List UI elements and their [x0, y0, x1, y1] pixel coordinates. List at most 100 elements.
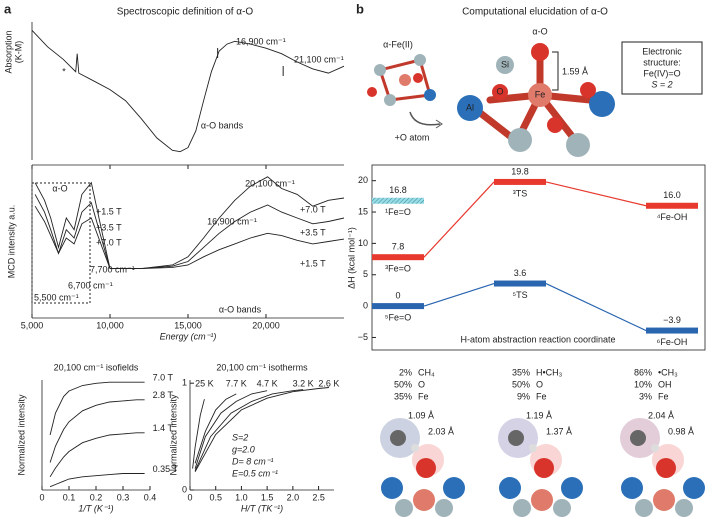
atom-label: O	[496, 86, 503, 96]
annotation: 16,900 cm⁻¹	[236, 36, 286, 46]
annotation: 7,700 cm⁻¹	[90, 264, 135, 274]
data-line	[34, 205, 345, 270]
y-axis-label: Normalized intensity	[16, 394, 26, 476]
percent: 50%	[394, 379, 412, 389]
percent: 9%	[517, 391, 530, 401]
annotation: 5,500 cm⁻¹	[34, 292, 79, 302]
atom	[513, 499, 531, 517]
data-line	[194, 393, 237, 464]
panel-title: Computational elucidation of α-O	[462, 7, 608, 18]
series-label: 25 K	[195, 378, 214, 388]
series-label: +3.5 T	[300, 227, 326, 237]
y-tick-label: 10	[358, 238, 368, 248]
distance: 1.19 Å	[526, 410, 552, 420]
atom	[443, 477, 465, 499]
y-tick-label: 15	[358, 206, 368, 216]
distance: 1.09 Å	[408, 410, 434, 420]
atom	[635, 499, 653, 517]
percent: 3%	[639, 391, 652, 401]
data-line	[49, 432, 145, 478]
y-axis-label: Absorption	[3, 30, 13, 73]
atom-label: Al	[466, 102, 474, 112]
species: Fe	[536, 391, 547, 401]
y-tick-label: 1	[182, 378, 187, 388]
state-label: ⁵Fe=O	[385, 312, 412, 322]
percent: 10%	[634, 379, 652, 389]
species: CH₄	[418, 367, 435, 377]
atom	[529, 444, 537, 452]
value-label: −3.9	[663, 315, 681, 325]
series-label: 7.0 T	[153, 373, 174, 383]
distance: 2.03 Å	[428, 426, 454, 436]
energy-level	[372, 254, 424, 261]
atom	[395, 499, 413, 517]
atom	[435, 499, 453, 517]
state-label: ³TS	[513, 188, 528, 198]
structure-illustration	[367, 41, 703, 157]
value-label: 0	[395, 290, 400, 300]
atom	[675, 499, 693, 517]
state-label: ⁴Fe-OH	[657, 212, 688, 222]
atom-label: Si	[501, 59, 509, 69]
box-text: structure:	[643, 57, 681, 67]
x-axis-label: H/T (TK⁻¹)	[241, 503, 283, 513]
x-tick-label: 0.5	[209, 492, 222, 502]
energy-level	[494, 280, 546, 287]
series-label: 2.8 T	[153, 390, 174, 400]
atom	[553, 499, 571, 517]
connector	[545, 181, 647, 207]
x-tick-label: 1.0	[235, 492, 248, 502]
atom	[561, 477, 583, 499]
atom	[653, 489, 675, 511]
y-axis-label: ΔH (kcal mol⁻¹)	[346, 227, 356, 289]
annotation: S=2	[232, 432, 248, 442]
value-label: 19.8	[511, 166, 529, 176]
x-axis-label: 1/T (K⁻¹)	[78, 503, 113, 513]
box-text: Electronic	[642, 46, 682, 56]
annotation: α-O	[52, 183, 67, 193]
panel-title: Spectroscopic definition of α-O	[117, 7, 254, 18]
annotation: α-O bands	[219, 304, 262, 314]
species: O	[418, 379, 425, 389]
species: Fe	[658, 391, 669, 401]
species: O	[536, 379, 543, 389]
atom	[416, 458, 436, 478]
atom	[411, 444, 419, 452]
annotation: g=2.0	[232, 444, 255, 454]
x-tick-label: 0	[187, 492, 192, 502]
value-label: 3.6	[514, 268, 527, 278]
connector	[423, 181, 495, 258]
percent: 86%	[634, 367, 652, 377]
y-tick-label: 0	[363, 300, 368, 310]
state-label: ⁵TS	[512, 290, 527, 300]
annotation: +3.5 T	[96, 222, 122, 232]
structure-label: α-O	[532, 26, 547, 36]
structure-label: +O atom	[395, 132, 430, 142]
atom-label: Fe	[535, 89, 546, 99]
species: Fe	[418, 391, 429, 401]
y-tick-label: −5	[358, 332, 368, 342]
annotation: 6,700 cm⁻¹	[68, 280, 113, 290]
energy-level	[494, 178, 546, 185]
percent: 50%	[512, 379, 530, 389]
distance: 2.04 Å	[648, 410, 674, 420]
series-label: 4.7 K	[257, 378, 278, 388]
x-tick-label: 10,000	[96, 320, 124, 330]
data-line	[194, 389, 304, 471]
chart-title: 20,100 cm⁻¹ isofields	[54, 362, 139, 372]
atom	[499, 477, 521, 499]
series-label: +7.0 T	[300, 204, 326, 214]
data-line	[192, 399, 205, 469]
data-line	[194, 387, 329, 473]
atom	[508, 430, 524, 446]
y-tick-label: 5	[363, 269, 368, 279]
x-tick-label: 20,000	[252, 320, 280, 330]
data-line	[34, 194, 345, 270]
percent: 35%	[394, 391, 412, 401]
bond-length: 1.59 Å	[562, 66, 588, 76]
series-label: 0.35 T	[153, 464, 179, 474]
annotation: E=0.5 cm⁻¹	[232, 468, 278, 478]
y-tick-label: 20	[358, 175, 368, 185]
atom	[381, 477, 403, 499]
